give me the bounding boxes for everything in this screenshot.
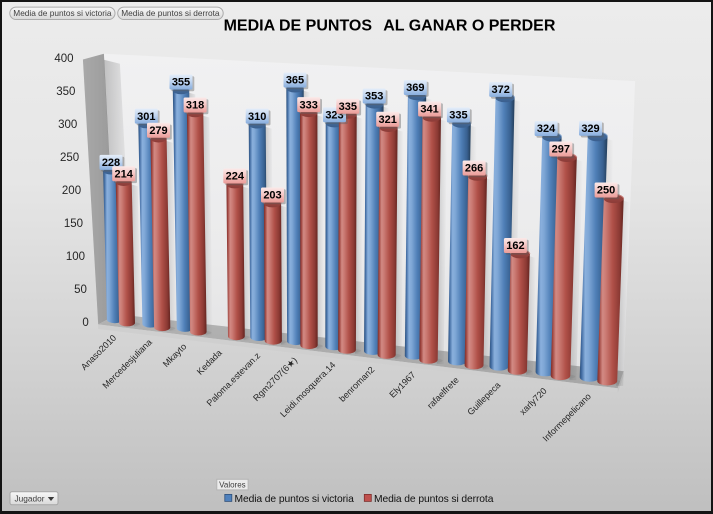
svg-text:321: 321	[379, 114, 397, 126]
svg-text:350: 350	[56, 86, 75, 98]
svg-text:200: 200	[62, 185, 81, 197]
svg-text:341: 341	[420, 104, 438, 116]
svg-text:335: 335	[339, 101, 357, 113]
svg-text:301: 301	[137, 111, 155, 123]
svg-text:MEDIA DE PUNTOS AL GANAR O PE: MEDIA DE PUNTOS AL GANAR O PERDER	[224, 18, 556, 35]
svg-text:Jugador: Jugador	[15, 494, 45, 504]
svg-text:203: 203	[263, 190, 281, 202]
svg-text:250: 250	[60, 152, 79, 164]
svg-text:365: 365	[286, 75, 304, 87]
svg-text:318: 318	[186, 100, 204, 112]
svg-text:335: 335	[449, 110, 467, 122]
svg-text:214: 214	[115, 169, 134, 181]
svg-text:300: 300	[58, 119, 77, 131]
svg-text:Valores: Valores	[219, 480, 246, 489]
svg-text:50: 50	[74, 284, 87, 296]
svg-text:150: 150	[64, 218, 83, 230]
svg-text:Media de puntos si victoria: Media de puntos si victoria	[13, 8, 112, 18]
svg-text:355: 355	[172, 77, 190, 89]
svg-text:162: 162	[506, 240, 524, 252]
svg-text:250: 250	[597, 185, 615, 197]
svg-text:Media de puntos si derrota: Media de puntos si derrota	[121, 8, 220, 18]
svg-text:372: 372	[492, 84, 510, 96]
svg-text:400: 400	[54, 53, 73, 65]
svg-text:310: 310	[248, 111, 266, 123]
svg-text:329: 329	[581, 123, 599, 135]
svg-text:Media de puntos si derrota: Media de puntos si derrota	[374, 494, 494, 505]
svg-text:279: 279	[149, 125, 167, 137]
svg-text:Media de puntos si victoria: Media de puntos si victoria	[235, 494, 355, 505]
svg-text:224: 224	[226, 171, 245, 183]
svg-text:228: 228	[102, 157, 120, 169]
svg-text:0: 0	[82, 317, 88, 329]
svg-text:297: 297	[552, 144, 570, 156]
svg-text:100: 100	[66, 251, 85, 263]
svg-text:369: 369	[406, 82, 424, 94]
svg-text:324: 324	[537, 123, 556, 135]
svg-text:333: 333	[300, 99, 318, 111]
svg-text:353: 353	[365, 91, 383, 103]
svg-text:266: 266	[465, 163, 483, 175]
